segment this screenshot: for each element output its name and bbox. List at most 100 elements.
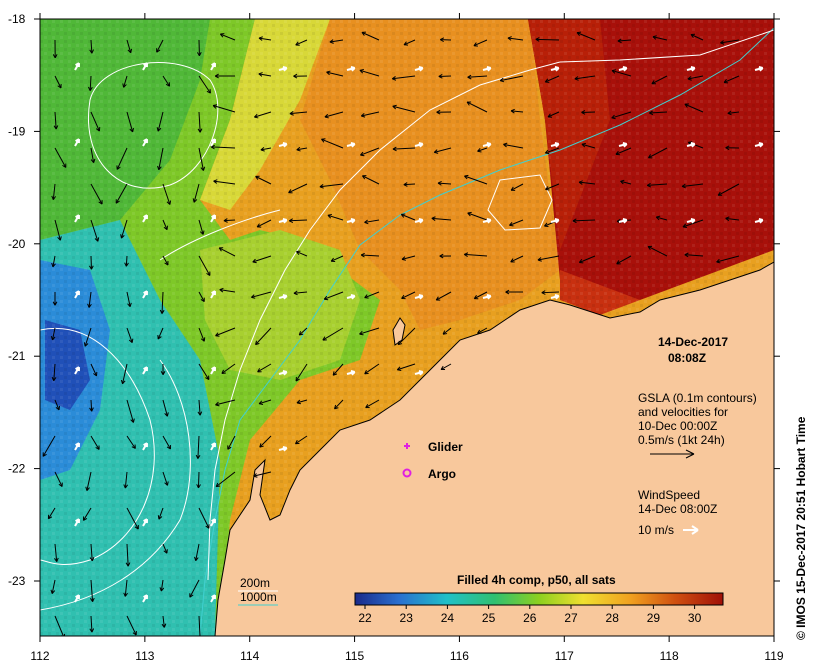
velocity-arrow-icon: [88, 75, 93, 91]
velocity-arrow-icon: [329, 39, 344, 44]
velocity-arrow-icon: [296, 399, 308, 405]
velocity-arrow-icon: [510, 108, 524, 114]
wind-time: 14-Dec 08:00Z: [638, 502, 717, 516]
wind-arrow-icon: [482, 218, 492, 224]
velocity-arrow-icon: [616, 255, 632, 265]
velocity-arrow-icon: [578, 255, 596, 264]
velocity-arrow-icon: [298, 327, 308, 336]
colorbar-title: Filled 4h comp, p50, all sats: [457, 573, 616, 587]
velocity-arrow-icon: [219, 287, 236, 293]
velocity-arrow-icon: [213, 179, 236, 185]
velocity-arrow-icon: [115, 183, 128, 204]
velocity-arrow-icon: [436, 109, 452, 115]
velocity-arrow-icon: [359, 327, 380, 336]
velocity-arrow-icon: [90, 579, 95, 602]
velocity-arrow-icon: [403, 39, 416, 46]
gsla-line-3: 10-Dec 00:00Z: [638, 419, 717, 433]
velocity-arrow-icon: [365, 399, 380, 409]
velocity-arrow-icon: [126, 615, 137, 636]
wind-title: WindSpeed: [638, 488, 700, 502]
velocity-arrow-icon: [54, 471, 63, 487]
velocity-arrow-icon: [54, 147, 67, 168]
velocity-arrow-icon: [652, 35, 668, 41]
contour-200m: [207, 29, 774, 581]
velocity-arrow-icon: [255, 327, 272, 346]
y-tick-label: -19: [8, 124, 26, 138]
velocity-arrow-icon: [125, 543, 131, 567]
wind-arrow-icon: [686, 142, 696, 148]
velocity-arrow-icon: [259, 435, 272, 448]
velocity-arrow-icon: [646, 182, 668, 188]
wind-arrow-icon: [210, 518, 216, 527]
velocity-arrow-icon: [572, 218, 596, 224]
velocity-arrow-icon: [215, 327, 236, 337]
velocity-arrow-icon: [321, 138, 344, 149]
wind-arrow-icon: [74, 442, 80, 451]
wind-arrow-icon: [278, 66, 288, 72]
velocity-arrow-icon: [442, 327, 452, 335]
velocity-arrow-icon: [464, 174, 488, 185]
velocity-arrow-icon: [54, 75, 62, 89]
velocity-arrow-icon: [473, 39, 488, 47]
velocity-arrow-icon: [334, 399, 344, 410]
wind-arrow-icon: [414, 66, 424, 72]
x-tick-label: 116: [450, 649, 469, 663]
velocity-arrow-icon: [544, 75, 560, 83]
velocity-arrow-icon: [219, 33, 236, 41]
velocity-arrow-icon: [126, 111, 135, 133]
velocity-arrow-icon: [364, 363, 380, 375]
velocity-arrow-icon: [499, 75, 524, 83]
velocity-arrow-icon: [537, 255, 560, 262]
velocity-arrow-icon: [162, 471, 169, 486]
wind-arrow-icon: [74, 138, 80, 147]
velocity-arrow-icon: [89, 39, 95, 54]
velocity-arrow-icon: [52, 291, 58, 306]
wind-arrow-icon: [142, 62, 148, 71]
velocity-arrow-icon: [439, 253, 452, 259]
velocity-arrow-icon: [651, 75, 668, 85]
velocity-arrow-icon: [647, 245, 668, 257]
land: [214, 261, 774, 636]
velocity-arrow-icon: [223, 218, 236, 223]
colorbar-tick-label: 25: [482, 611, 496, 625]
velocity-arrow-icon: [122, 75, 128, 88]
velocity-arrow-icon: [253, 471, 272, 478]
velocity-arrow-icon: [197, 111, 203, 133]
wind-arrow-icon: [482, 142, 492, 148]
x-tick-label: 117: [555, 649, 574, 663]
velocity-arrow-icon: [620, 179, 632, 185]
velocity-arrow-icon: [364, 291, 380, 299]
wind-arrow-icon: [550, 142, 560, 148]
wind-arrow-icon: [414, 370, 424, 376]
velocity-arrow-icon: [727, 110, 740, 116]
velocity-arrow-icon: [124, 255, 129, 267]
velocity-arrow-icon: [212, 104, 236, 113]
colorbar-tick-label: 29: [647, 611, 661, 625]
wind-arrow-icon: [346, 218, 356, 224]
velocity-arrow-icon: [392, 146, 416, 152]
velocity-arrow-icon: [467, 211, 488, 221]
velocity-arrow-icon: [359, 68, 380, 77]
velocity-arrow-icon: [192, 183, 200, 203]
velocity-arrow-icon: [362, 175, 380, 185]
velocity-arrow-icon: [126, 291, 132, 307]
wind-arrow-icon: [414, 218, 424, 224]
velocity-arrow-icon: [54, 399, 60, 411]
velocity-arrow-icon: [360, 111, 380, 118]
wind-arrow-icon: [210, 290, 216, 299]
gsla-contours: [40, 62, 553, 611]
velocity-arrow-icon: [330, 255, 344, 263]
velocity-arrow-icon: [535, 37, 560, 42]
x-axis: 112 113 114 115 116 117 118 119: [30, 13, 784, 663]
wind-arrow-icon: [618, 142, 628, 148]
velocity-arrow-icon: [126, 507, 139, 530]
velocity-arrow-icon: [438, 73, 452, 79]
velocity-arrow-icon: [195, 435, 201, 459]
velocity-arrow-icon: [251, 291, 272, 299]
velocity-arrow-icon: [162, 255, 169, 266]
wind-arrow-icon: [346, 370, 356, 376]
velocity-arrow-icon: [431, 216, 452, 221]
velocity-arrow-icon: [90, 435, 100, 450]
velocity-arrow-icon: [126, 39, 133, 54]
velocity-arrow-icon: [581, 110, 596, 115]
